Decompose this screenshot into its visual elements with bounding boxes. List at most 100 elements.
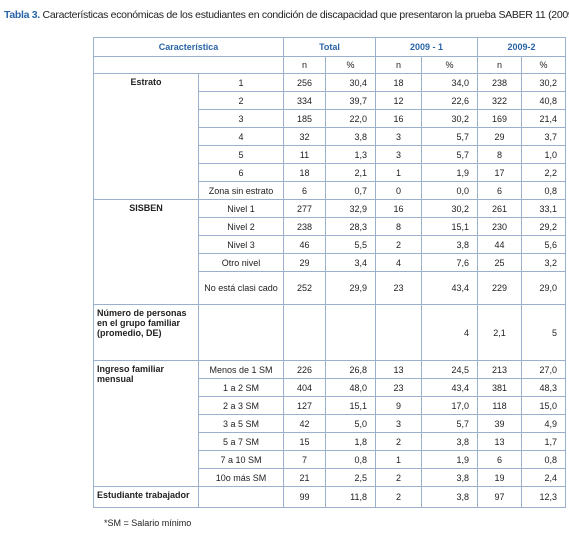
header-cell: Característica	[92, 37, 285, 57]
row: SISBEN Nivel 1 277 32,9 16 30,2 261 33,1	[93, 199, 567, 305]
value-cell: 29,0	[521, 271, 567, 305]
value-cell: 226	[283, 360, 327, 379]
row: Estudiante trabajador 99 11,8 2 3,8 97 12,3	[93, 486, 567, 508]
row: 7 a 10 SM 7 0,8 1 1,9 6 0,8	[94, 450, 567, 469]
value-cell: 238	[477, 73, 523, 92]
row-label: 1 a 2 SM	[197, 378, 285, 397]
value-cell: 118	[477, 396, 523, 415]
value-cell: 18	[283, 163, 327, 182]
row-label: 10o más SM	[197, 468, 285, 487]
value-cell: 1	[375, 163, 423, 182]
value-cell: 1,0	[521, 145, 567, 164]
value-cell: 2	[375, 468, 423, 487]
value-cell: 24,5	[421, 360, 479, 379]
value-cell: 29,9	[325, 271, 377, 305]
row-label: 3	[197, 109, 285, 128]
value-cell: 15,1	[421, 217, 479, 236]
row: 2 334 39,7 12 22,6 322 40,8	[94, 91, 567, 110]
subheader-cell: n	[375, 56, 423, 74]
group-label: Ingreso familiar mensual	[93, 360, 199, 487]
value-cell: 30,2	[521, 73, 567, 92]
value-cell: 3,4	[325, 253, 377, 272]
value-cell: 11	[283, 145, 327, 164]
value-cell: 19	[477, 468, 523, 487]
value-cell: 13	[477, 432, 523, 451]
value-cell: 42	[283, 414, 327, 433]
value-cell: 4	[375, 253, 423, 272]
value-cell: 256	[283, 73, 327, 92]
value-cell: 23	[375, 378, 423, 397]
value-cell: 169	[477, 109, 523, 128]
value-cell: 26,8	[325, 360, 377, 379]
value-cell: 33,1	[521, 199, 567, 218]
value-cell: 30,4	[325, 73, 377, 92]
row: Número de personas en el grupo familiar …	[93, 304, 567, 361]
value-cell: 6	[477, 181, 523, 200]
value-cell: 8	[375, 217, 423, 236]
group-label: Número de personas en el grupo familiar …	[93, 304, 199, 361]
value-cell: 185	[283, 109, 327, 128]
value-cell: 1,8	[325, 432, 377, 451]
value-cell: 3,8	[421, 486, 479, 508]
row-label: 7 a 10 SM	[197, 450, 285, 469]
value-cell: 15,1	[325, 396, 377, 415]
value-cell: 22,0	[325, 109, 377, 128]
value-cell: 6	[477, 450, 523, 469]
group-label: Estudiante trabajador	[93, 486, 199, 508]
value-cell: 1,3	[325, 145, 377, 164]
value-cell: 13	[375, 360, 423, 379]
value-cell: 4	[421, 304, 479, 361]
value-cell: 4,9	[521, 414, 567, 433]
value-cell: 22,6	[421, 91, 479, 110]
value-cell: 3,8	[421, 432, 479, 451]
value-cell: 0,8	[325, 450, 377, 469]
row-label: 2	[197, 91, 285, 110]
row-label: 1	[197, 73, 285, 92]
value-cell: 32	[283, 127, 327, 146]
row-label: Menos de 1 SM	[197, 360, 285, 379]
value-cell: 21,4	[521, 109, 567, 128]
value-cell: 5,0	[325, 414, 377, 433]
value-cell: 2	[375, 486, 423, 508]
value-cell: 18	[375, 73, 423, 92]
value-cell: 40,8	[521, 91, 567, 110]
cell	[375, 304, 423, 361]
value-cell: 7	[283, 450, 327, 469]
value-cell: 11,8	[325, 486, 377, 508]
row: 5 a 7 SM 15 1,8 2 3,8 13 1,7	[94, 432, 567, 451]
subheader-cell: %	[325, 56, 377, 74]
row: 2 a 3 SM 127 15,1 9 17,0 118 15,0	[94, 396, 567, 415]
value-cell: 29	[477, 127, 523, 146]
value-cell: 2	[375, 432, 423, 451]
row-label: No está clasi cado	[197, 271, 285, 305]
value-cell: 3	[375, 414, 423, 433]
value-cell: 322	[477, 91, 523, 110]
value-cell: 8	[477, 145, 523, 164]
subheader-cell: %	[521, 56, 567, 74]
value-cell: 5,7	[421, 127, 479, 146]
value-cell: 3	[375, 145, 423, 164]
title: Tabla 3. Características económicas de l…	[4, 9, 569, 21]
value-cell: 3,8	[421, 235, 479, 254]
row-label: 3 a 5 SM	[197, 414, 285, 433]
value-cell: 0	[375, 181, 423, 200]
row-label: Nivel 2	[197, 217, 285, 236]
value-cell: 46	[283, 235, 327, 254]
row-label: Nivel 1	[197, 199, 285, 218]
subheader-cell: n	[283, 56, 327, 74]
table: Característica Total 2009 - 1 2009-2 n% n% n% E…	[92, 37, 567, 508]
row-label: 6	[197, 163, 285, 182]
value-cell: 27,0	[521, 360, 567, 379]
value-cell: 3	[375, 127, 423, 146]
value-cell: 238	[283, 217, 327, 236]
group-label: Estrato	[93, 73, 199, 200]
value-cell: 97	[477, 486, 523, 508]
value-cell: 229	[477, 271, 523, 305]
row-label: Otro nivel	[197, 253, 285, 272]
value-cell: 2,5	[325, 468, 377, 487]
value-cell: 2,4	[521, 468, 567, 487]
value-cell: 28,3	[325, 217, 377, 236]
value-cell: 5,7	[421, 414, 479, 433]
row: No está clasi cado 252 29,9 23 43,4 229 29,0	[94, 271, 567, 305]
value-cell: 21	[283, 468, 327, 487]
